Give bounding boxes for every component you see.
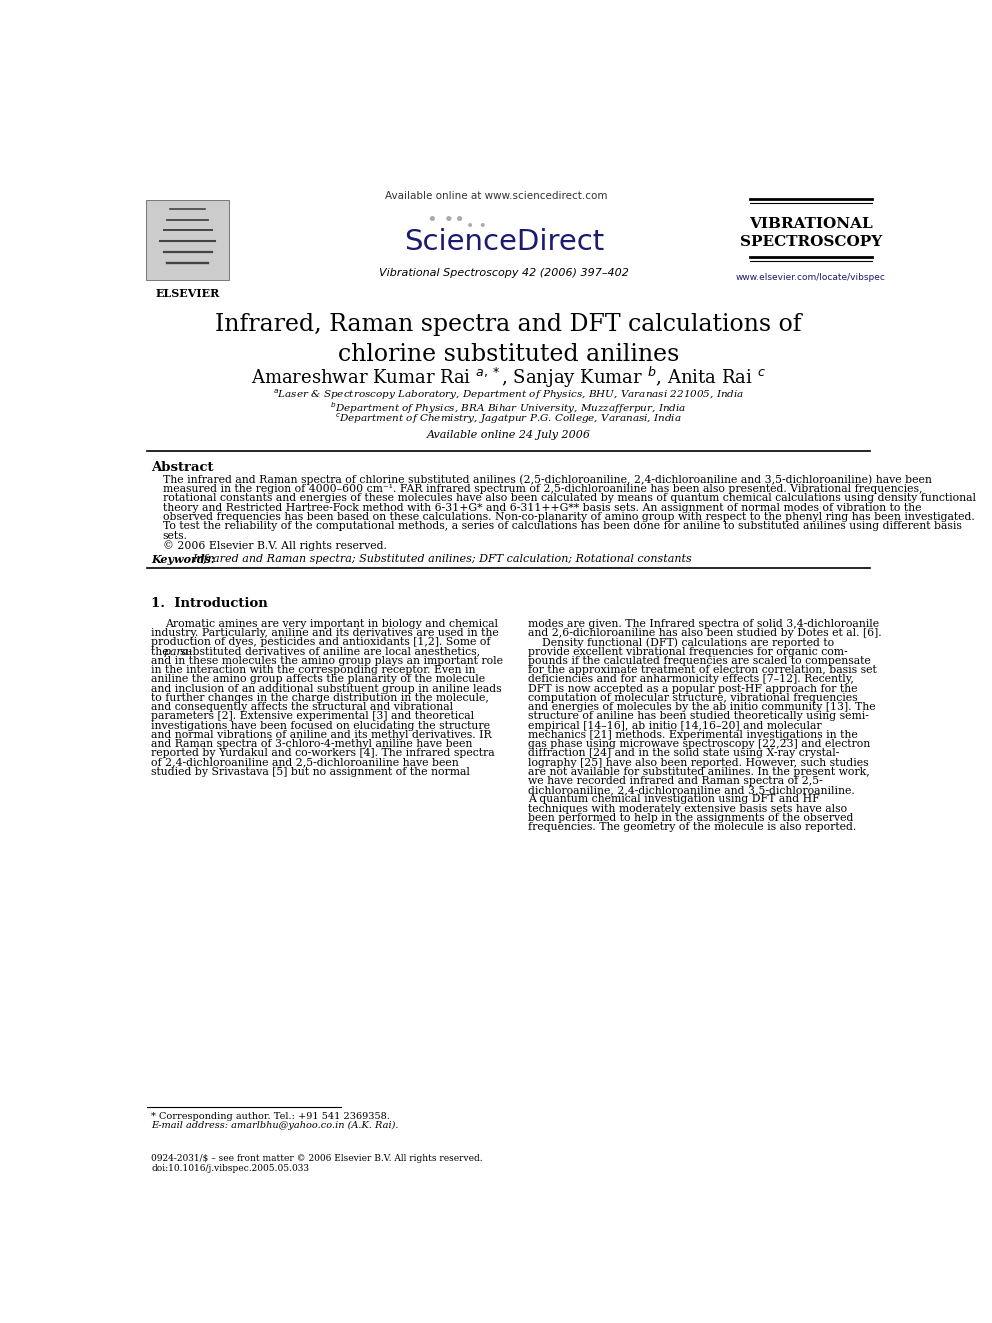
Text: Vibrational Spectroscopy 42 (2006) 397–402: Vibrational Spectroscopy 42 (2006) 397–4… <box>379 269 629 278</box>
Text: ELSEVIER: ELSEVIER <box>156 288 219 299</box>
Text: DFT is now accepted as a popular post-HF approach for the: DFT is now accepted as a popular post-HF… <box>528 684 857 693</box>
Text: industry. Particularly, aniline and its derivatives are used in the: industry. Particularly, aniline and its … <box>151 628 499 638</box>
Text: and Raman spectra of 3-chloro-4-methyl aniline have been: and Raman spectra of 3-chloro-4-methyl a… <box>151 740 472 749</box>
Text: theory and Restricted Hartree-Fock method with 6-31+G* and 6-311++G** basis sets: theory and Restricted Hartree-Fock metho… <box>163 503 922 512</box>
Text: To test the reliability of the computational methods, a series of calculations h: To test the reliability of the computati… <box>163 521 961 532</box>
Text: 1.  Introduction: 1. Introduction <box>151 598 268 610</box>
Text: and in these molecules the amino group plays an important role: and in these molecules the amino group p… <box>151 656 503 665</box>
Text: rotational constants and energies of these molecules have also been calculated b: rotational constants and energies of the… <box>163 493 976 503</box>
Text: to further changes in the charge distribution in the molecule,: to further changes in the charge distrib… <box>151 693 489 703</box>
Text: Density functional (DFT) calculations are reported to: Density functional (DFT) calculations ar… <box>542 638 834 648</box>
Text: Abstract: Abstract <box>151 462 213 475</box>
Text: doi:10.1016/j.vibspec.2005.05.033: doi:10.1016/j.vibspec.2005.05.033 <box>151 1164 310 1172</box>
Text: • •: • • <box>466 218 487 233</box>
Text: production of dyes, pesticides and antioxidants [1,2]. Some of: production of dyes, pesticides and antio… <box>151 638 491 647</box>
Text: The infrared and Raman spectra of chlorine substituted anilines (2,5-dichloroani: The infrared and Raman spectra of chlori… <box>163 475 931 486</box>
Text: provide excellent vibrational frequencies for organic com-: provide excellent vibrational frequencie… <box>528 647 847 656</box>
Text: gas phase using microwave spectroscopy [22,23] and electron: gas phase using microwave spectroscopy [… <box>528 740 870 749</box>
Text: observed frequencies has been based on these calculations. Non-co-planarity of a: observed frequencies has been based on t… <box>163 512 974 523</box>
Text: computation of molecular structure, vibrational frequencies: computation of molecular structure, vibr… <box>528 693 857 703</box>
Text: investigations have been focused on elucidating the structure: investigations have been focused on eluc… <box>151 721 490 730</box>
Text: para-: para- <box>164 647 192 656</box>
Text: diffraction [24] and in the solid state using X-ray crystal-: diffraction [24] and in the solid state … <box>528 749 839 758</box>
Text: the: the <box>151 647 173 656</box>
Text: substituted derivatives of aniline are local anesthetics,: substituted derivatives of aniline are l… <box>181 647 480 656</box>
Text: lography [25] have also been reported. However, such studies: lography [25] have also been reported. H… <box>528 758 868 767</box>
Text: Keywords:: Keywords: <box>151 554 215 565</box>
Text: studied by Srivastava [5] but no assignment of the normal: studied by Srivastava [5] but no assignm… <box>151 767 470 777</box>
Text: mechanics [21] methods. Experimental investigations in the: mechanics [21] methods. Experimental inv… <box>528 730 857 740</box>
Text: are not available for substituted anilines. In the present work,: are not available for substituted anilin… <box>528 767 870 777</box>
Text: and 2,6-dichloroaniline has also been studied by Dotes et al. [6].: and 2,6-dichloroaniline has also been st… <box>528 628 882 638</box>
Text: www.elsevier.com/locate/vibspec: www.elsevier.com/locate/vibspec <box>736 273 886 282</box>
Text: been performed to help in the assignments of the observed: been performed to help in the assignment… <box>528 812 853 823</box>
Text: $^{b}$Department of Physics, BRA Bihar University, Muzzafferpur, India: $^{b}$Department of Physics, BRA Bihar U… <box>330 400 686 415</box>
Text: sets.: sets. <box>163 531 187 541</box>
Text: measured in the region of 4000–600 cm⁻¹. FAR infrared spectrum of 2,5-dichloroan: measured in the region of 4000–600 cm⁻¹.… <box>163 484 923 493</box>
Text: Available online at www.sciencedirect.com: Available online at www.sciencedirect.co… <box>385 191 607 201</box>
Text: empirical [14–16], ab initio [14,16–20] and molecular: empirical [14–16], ab initio [14,16–20] … <box>528 721 821 730</box>
Text: techniques with moderately extensive basis sets have also: techniques with moderately extensive bas… <box>528 803 847 814</box>
Text: © 2006 Elsevier B.V. All rights reserved.: © 2006 Elsevier B.V. All rights reserved… <box>163 540 387 550</box>
Text: 0924-2031/$ – see front matter © 2006 Elsevier B.V. All rights reserved.: 0924-2031/$ – see front matter © 2006 El… <box>151 1155 483 1163</box>
Text: Available online 24 July 2006: Available online 24 July 2006 <box>427 430 590 439</box>
Text: Aromatic amines are very important in biology and chemical: Aromatic amines are very important in bi… <box>165 619 498 628</box>
Text: and inclusion of an additional substituent group in aniline leads: and inclusion of an additional substitue… <box>151 684 502 693</box>
Text: and normal vibrations of aniline and its methyl derivatives. IR: and normal vibrations of aniline and its… <box>151 730 492 740</box>
Text: modes are given. The Infrared spectra of solid 3,4-dichloroanile: modes are given. The Infrared spectra of… <box>528 619 879 628</box>
Text: of 2,4-dichloroaniline and 2,5-dichloroaniline have been: of 2,4-dichloroaniline and 2,5-dichloroa… <box>151 758 459 767</box>
Text: we have recorded infrared and Raman spectra of 2,5-: we have recorded infrared and Raman spec… <box>528 777 822 786</box>
Text: for the approximate treatment of electron correlation, basis set: for the approximate treatment of electro… <box>528 665 877 675</box>
Text: in the interaction with the corresponding receptor. Even in: in the interaction with the correspondin… <box>151 665 475 675</box>
Text: frequencies. The geometry of the molecule is also reported.: frequencies. The geometry of the molecul… <box>528 822 856 832</box>
Text: • ••: • •• <box>427 212 464 229</box>
Text: pounds if the calculated frequencies are scaled to compensate: pounds if the calculated frequencies are… <box>528 656 871 665</box>
Text: Infrared and Raman spectra; Substituted anilines; DFT calculation; Rotational co: Infrared and Raman spectra; Substituted … <box>192 554 692 564</box>
Text: and energies of molecules by the ab initio community [13]. The: and energies of molecules by the ab init… <box>528 703 875 712</box>
Text: dichloroaniline, 2,4-dichloroaniline and 3,5-dichloroaniline.: dichloroaniline, 2,4-dichloroaniline and… <box>528 786 854 795</box>
Text: $^{a}$Laser & Spectroscopy Laboratory, Department of Physics, BHU, Varanasi 2210: $^{a}$Laser & Spectroscopy Laboratory, D… <box>273 388 744 402</box>
Text: $^{c}$Department of Chemistry, Jagatpur P.G. College, Varanasi, India: $^{c}$Department of Chemistry, Jagatpur … <box>335 411 682 426</box>
Text: parameters [2]. Extensive experimental [3] and theoretical: parameters [2]. Extensive experimental [… <box>151 712 474 721</box>
Text: A quantum chemical investigation using DFT and HF: A quantum chemical investigation using D… <box>528 795 819 804</box>
Text: VIBRATIONAL
SPECTROSCOPY: VIBRATIONAL SPECTROSCOPY <box>739 217 882 249</box>
Text: deficiencies and for anharmonicity effects [7–12]. Recently,: deficiencies and for anharmonicity effec… <box>528 675 854 684</box>
Text: E-mail address: amarlbhu@yahoo.co.in (A.K. Rai).: E-mail address: amarlbhu@yahoo.co.in (A.… <box>151 1122 399 1130</box>
Text: ScienceDirect: ScienceDirect <box>404 228 604 257</box>
Text: aniline the amino group affects the planarity of the molecule: aniline the amino group affects the plan… <box>151 675 485 684</box>
Bar <box>146 200 229 280</box>
Text: reported by Yurdakul and co-workers [4]. The infrared spectra: reported by Yurdakul and co-workers [4].… <box>151 749 495 758</box>
Text: structure of aniline has been studied theoretically using semi-: structure of aniline has been studied th… <box>528 712 869 721</box>
Text: Amareshwar Kumar Rai $^{a,*}$, Sanjay Kumar $^{b}$, Anita Rai $^{c}$: Amareshwar Kumar Rai $^{a,*}$, Sanjay Ku… <box>251 365 766 390</box>
Text: and consequently affects the structural and vibrational: and consequently affects the structural … <box>151 703 453 712</box>
Text: * Corresponding author. Tel.: +91 541 2369358.: * Corresponding author. Tel.: +91 541 23… <box>151 1113 390 1121</box>
Text: Infrared, Raman spectra and DFT calculations of
chlorine substituted anilines: Infrared, Raman spectra and DFT calculat… <box>215 312 802 366</box>
